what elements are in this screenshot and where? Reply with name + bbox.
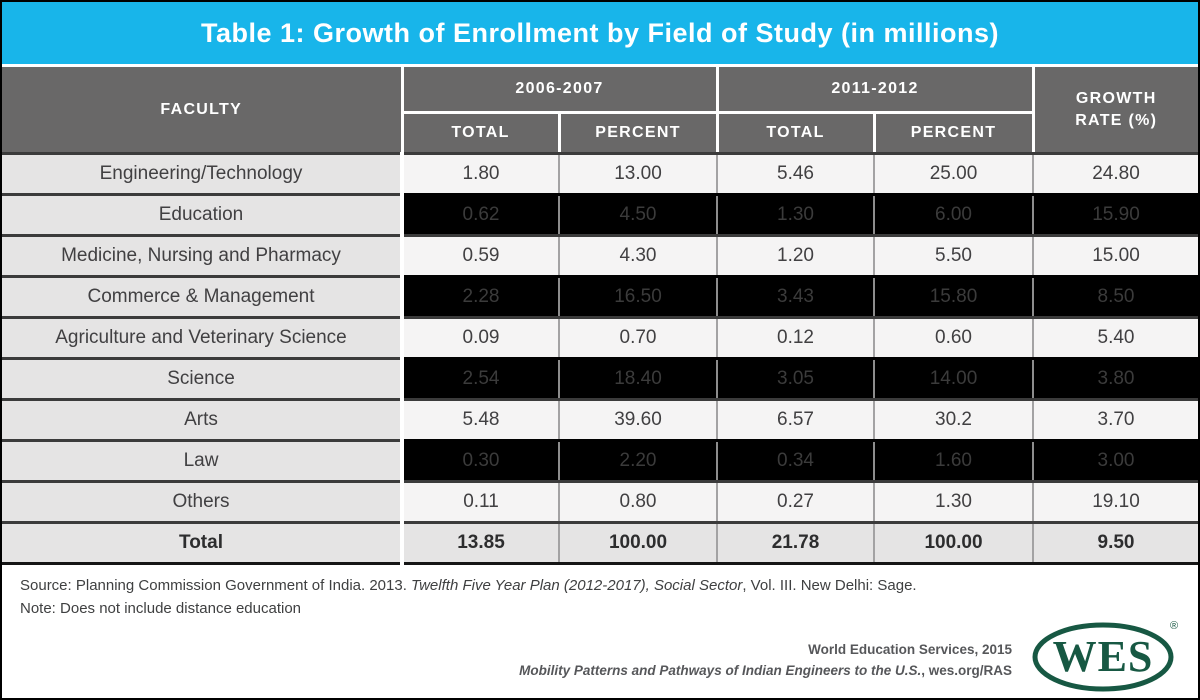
value-cell: 5.48 [400,398,559,441]
value-cell: 0.62 [400,193,559,236]
value-cell: 2.54 [400,357,559,400]
column-group-2011-2012: 2011-2012 [715,64,1033,114]
value-cell: 5.50 [873,234,1033,277]
value-cell: 2.28 [400,275,559,318]
column-header-faculty: FACULTY [2,64,402,155]
value-cell: 0.11 [400,480,559,523]
value-cell: 6.57 [716,398,874,441]
column-header-total-2006: TOTAL [400,112,559,155]
source-line: Source: Planning Commission Government o… [20,574,1198,597]
value-cell: 3.00 [1032,439,1198,482]
value-cell: 2.20 [558,439,717,482]
value-cell: 0.70 [558,316,717,359]
table-row: Others 0.11 0.80 0.27 1.30 19.10 [2,480,1198,523]
source-text: Source: Planning Commission Government o… [20,577,412,594]
value-cell: 9.50 [1032,521,1198,565]
value-cell: 0.09 [400,316,559,359]
faculty-cell: Commerce & Management [2,275,402,318]
table-row: Medicine, Nursing and Pharmacy 0.59 4.30… [2,234,1198,277]
figure-footer: Source: Planning Commission Government o… [2,565,1198,698]
table-row: Commerce & Management 2.28 16.50 3.43 15… [2,275,1198,318]
value-cell: 14.00 [873,357,1033,400]
report-url: , wes.org/RAS [921,663,1012,679]
value-cell: 21.78 [716,521,874,565]
value-cell: 13.00 [558,152,717,195]
value-cell: 3.70 [1032,398,1198,441]
value-cell: 0.12 [716,316,874,359]
value-cell: 1.80 [400,152,559,195]
column-group-2006-2007: 2006-2007 [400,64,717,114]
value-cell: 5.46 [716,152,874,195]
enrollment-table: FACULTY 2006-2007 2011-2012 GROWTH RATE … [2,64,1198,565]
column-header-growth-rate: GROWTH RATE (%) [1031,64,1198,155]
value-cell: 3.05 [716,357,874,400]
credit-report-line: Mobility Patterns and Pathways of Indian… [519,661,1012,682]
table-title: Table 1: Growth of Enrollment by Field o… [2,2,1198,64]
table-row: Arts 5.48 39.60 6.57 30.2 3.70 [2,398,1198,441]
wes-logo-graphic: WES ® [1032,620,1178,692]
faculty-cell: Total [2,521,402,565]
value-cell: 5.40 [1032,316,1198,359]
value-cell: 100.00 [873,521,1033,565]
value-cell: 1.30 [716,193,874,236]
value-cell: 0.59 [400,234,559,277]
wes-logo-text: WES [1053,632,1154,681]
value-cell: 3.80 [1032,357,1198,400]
value-cell: 18.40 [558,357,717,400]
table-row: Engineering/Technology 1.80 13.00 5.46 2… [2,152,1198,195]
faculty-cell: Medicine, Nursing and Pharmacy [2,234,402,277]
value-cell: 39.60 [558,398,717,441]
value-cell: 0.27 [716,480,874,523]
faculty-cell: Others [2,480,402,523]
table-row: Science 2.54 18.40 3.05 14.00 3.80 [2,357,1198,400]
source-text-suffix: , Vol. III. New Delhi: Sage. [742,577,917,594]
value-cell: 15.90 [1032,193,1198,236]
source-note-block: Source: Planning Commission Government o… [2,565,1198,621]
faculty-cell: Engineering/Technology [2,152,402,195]
value-cell: 4.30 [558,234,717,277]
value-cell: 15.00 [1032,234,1198,277]
header-row-groups: FACULTY 2006-2007 2011-2012 GROWTH RATE … [2,64,1198,155]
value-cell: 1.60 [873,439,1033,482]
wes-logo: WES ® [1030,619,1186,693]
value-cell: 0.30 [400,439,559,482]
value-cell: 8.50 [1032,275,1198,318]
value-cell: 0.60 [873,316,1033,359]
column-header-percent-2006: PERCENT [557,112,717,155]
value-cell: 30.2 [873,398,1033,441]
value-cell: 3.43 [716,275,874,318]
credit-org-line: World Education Services, 2015 [808,642,1012,658]
value-cell: 1.20 [716,234,874,277]
table-row: Law 0.30 2.20 0.34 1.60 3.00 [2,439,1198,482]
value-cell: 15.80 [873,275,1033,318]
value-cell: 0.80 [558,480,717,523]
faculty-cell: Agriculture and Veterinary Science [2,316,402,359]
header-row-subcolumns: TOTAL PERCENT TOTAL PERCENT [2,112,1198,155]
registered-mark-icon: ® [1170,620,1178,632]
table-row: Education 0.62 4.50 1.30 6.00 15.90 [2,193,1198,236]
faculty-cell: Science [2,357,402,400]
table-row: Agriculture and Veterinary Science 0.09 … [2,316,1198,359]
value-cell: 24.80 [1032,152,1198,195]
value-cell: 25.00 [873,152,1033,195]
value-cell: 100.00 [558,521,717,565]
value-cell: 13.85 [400,521,559,565]
faculty-cell: Arts [2,398,402,441]
column-header-total-2011: TOTAL [715,112,874,155]
report-title-italic: Mobility Patterns and Pathways of Indian… [519,663,922,679]
value-cell: 16.50 [558,275,717,318]
faculty-cell: Education [2,193,402,236]
table-total-row: Total 13.85 100.00 21.78 100.00 9.50 [2,521,1198,565]
source-title-italic: Twelfth Five Year Plan (2012-2017), Soci… [411,577,743,594]
value-cell: 1.30 [873,480,1033,523]
publication-credits: World Education Services, 2015 Mobility … [519,640,1012,682]
column-header-percent-2011: PERCENT [872,112,1033,155]
value-cell: 19.10 [1032,480,1198,523]
value-cell: 6.00 [873,193,1033,236]
value-cell: 4.50 [558,193,717,236]
faculty-cell: Law [2,439,402,482]
value-cell: 0.34 [716,439,874,482]
note-line: Note: Does not include distance educatio… [20,600,302,618]
